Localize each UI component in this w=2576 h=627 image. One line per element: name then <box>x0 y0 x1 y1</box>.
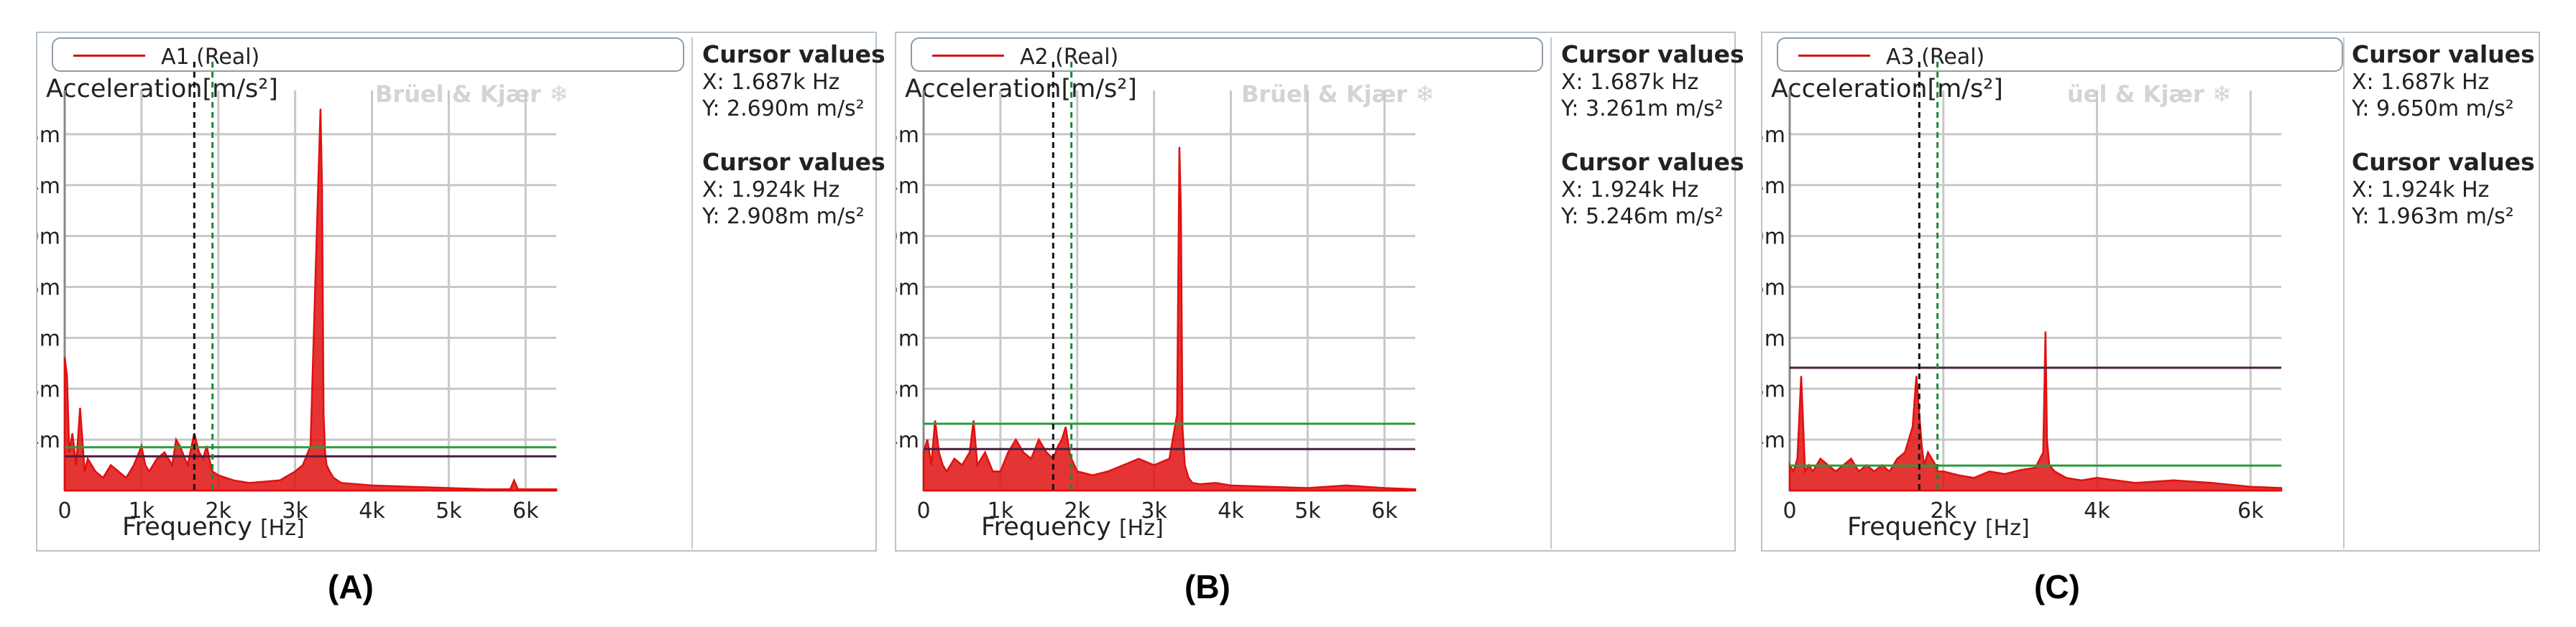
x-tick-label: 0 <box>1782 498 1796 524</box>
x-axis-label: Frequency [Hz] <box>981 513 1164 542</box>
x-axis-label: Frequency [Hz] <box>122 513 305 542</box>
x-tick-label: 6k <box>512 498 539 524</box>
cursor2-heading: Cursor values <box>702 148 886 176</box>
legend-box[interactable]: A3 (Real) <box>1777 37 2343 72</box>
cursor2-x-value: X: 1.924k Hz <box>2352 177 2490 203</box>
panel-divider <box>2343 37 2345 549</box>
x-tick-label: 0 <box>58 498 71 524</box>
x-tick-label: 0 <box>916 498 930 524</box>
y-axis-label: Acceleration[m/s²] <box>1771 75 2003 103</box>
legend-label: A2 (Real) <box>1020 45 1119 70</box>
legend-box[interactable]: A2 (Real) <box>911 37 1543 72</box>
plot-area[interactable]: 4m 8m 12m 16m 20m 24m 28m 0 1k 2k 3k 4k 5k 6k <box>896 33 1550 553</box>
y-tick-label: 4m <box>1762 428 1785 453</box>
y-tick-label: 16m <box>37 276 60 301</box>
panel-divider <box>1550 37 1552 549</box>
x-tick-label: 3k <box>1141 498 1167 524</box>
y-axis-label: Acceleration[m/s²] <box>905 75 1137 103</box>
y-tick-label: 20m <box>896 225 919 250</box>
legend-label: A1 (Real) <box>161 45 260 70</box>
plot-area[interactable]: 4m 8m 12m 16m 20m 24m 28m 0 2k 4k 6k <box>1762 33 2345 553</box>
cursor2-x-value: X: 1.924k Hz <box>702 177 840 203</box>
cursor1-y-value: Y: 2.690m m/s² <box>702 96 865 121</box>
cursor2-y-value: Y: 5.246m m/s² <box>1561 204 1724 229</box>
x-tick-label: 2k <box>1064 498 1091 524</box>
x-tick-label: 2k <box>206 498 232 524</box>
watermark-logo: üel & Kjær ❄ <box>2067 80 2232 108</box>
cursor2-y-value: Y: 2.908m m/s² <box>702 204 865 229</box>
cursor-info: Cursor values X: 1.687k Hz Y: 2.690m m/s… <box>702 40 886 230</box>
cursor1-x-value: X: 1.687k Hz <box>702 70 840 95</box>
legend-label: A3 (Real) <box>1886 45 1985 70</box>
x-tick-label: 6k <box>2237 498 2264 524</box>
cursor1-x-value: X: 1.687k Hz <box>1561 70 1699 95</box>
spectrum-series-line <box>63 108 558 492</box>
y-tick-label: 4m <box>896 428 919 453</box>
chart-panel-b: A2 (Real) Acceleration[m/s²] Brüel & Kjæ… <box>895 32 1744 553</box>
cursor1-heading: Cursor values <box>2352 40 2535 68</box>
x-tick-label: 5k <box>1294 498 1321 524</box>
cursor1-heading: Cursor values <box>1561 40 1744 68</box>
cursor1-heading: Cursor values <box>702 40 886 68</box>
y-tick-label: 28m <box>37 123 60 148</box>
cursor2-x-value: X: 1.924k Hz <box>1561 177 1699 203</box>
x-tick-label: 1k <box>988 498 1014 524</box>
cursor-info: Cursor values X: 1.687k Hz Y: 9.650m m/s… <box>2352 40 2535 230</box>
x-axis-label: Frequency [Hz] <box>1847 513 2030 542</box>
watermark-logo: Brüel & Kjær ❄ <box>375 80 569 108</box>
y-tick-label: 24m <box>1762 174 1785 199</box>
y-axis-label: Acceleration[m/s²] <box>46 75 278 103</box>
y-tick-label: 8m <box>1762 377 1785 402</box>
legend-line-swatch <box>1798 55 1870 57</box>
cursor1-y-value: Y: 3.261m m/s² <box>1561 96 1724 121</box>
watermark-logo: Brüel & Kjær ❄ <box>1241 80 1435 108</box>
spectrum-series-line <box>1788 331 2283 492</box>
x-tick-label: 5k <box>436 498 462 524</box>
y-tick-label: 12m <box>1762 326 1785 351</box>
legend-line-swatch <box>73 55 145 57</box>
legend-box[interactable]: A1 (Real) <box>52 37 684 72</box>
y-tick-label: 12m <box>896 326 919 351</box>
chart-panel-a: A1 (Real) Acceleration[m/s²] Brüel & Kjæ… <box>36 32 886 553</box>
cursor1-x-value: X: 1.687k Hz <box>2352 70 2490 95</box>
plot-area[interactable]: 4m 8m 12m 16m 20m 24m 28m 0 1k 2k 3k 4k 5k 6k <box>37 33 691 553</box>
chart-panel-c: A3 (Real) Acceleration[m/s²] üel & Kjær … <box>1761 32 2540 552</box>
y-tick-label: 12m <box>37 326 60 351</box>
legend-line-swatch <box>932 55 1004 57</box>
x-tick-label: 4k <box>359 498 385 524</box>
y-tick-label: 8m <box>37 377 60 402</box>
x-tick-label: 4k <box>2084 498 2110 524</box>
cursor2-heading: Cursor values <box>1561 148 1744 176</box>
y-tick-label: 28m <box>896 123 919 148</box>
cursor2-y-value: Y: 1.963m m/s² <box>2352 204 2514 229</box>
caption-b: (B) <box>1184 568 1230 605</box>
spectrum-series-line <box>922 147 1417 492</box>
x-tick-label: 1k <box>129 498 155 524</box>
cursor-info: Cursor values X: 1.687k Hz Y: 3.261m m/s… <box>1561 40 1744 230</box>
caption-a: (A) <box>328 568 374 605</box>
x-tick-label: 2k <box>1931 498 1957 524</box>
y-tick-label: 4m <box>37 428 60 453</box>
cursor2-heading: Cursor values <box>2352 148 2535 176</box>
cursor1-y-value: Y: 9.650m m/s² <box>2352 96 2514 121</box>
x-tick-label: 6k <box>1371 498 1398 524</box>
x-tick-label: 3k <box>282 498 308 524</box>
panel-divider <box>691 37 693 549</box>
y-tick-label: 28m <box>1762 123 1785 148</box>
y-tick-label: 20m <box>37 225 60 250</box>
y-tick-label: 24m <box>37 174 60 199</box>
y-tick-label: 16m <box>896 276 919 301</box>
y-tick-label: 8m <box>896 377 919 402</box>
y-tick-label: 16m <box>1762 276 1785 301</box>
x-tick-label: 4k <box>1218 498 1244 524</box>
y-tick-label: 20m <box>1762 225 1785 250</box>
y-tick-label: 24m <box>896 174 919 199</box>
caption-c: (C) <box>2034 568 2080 605</box>
